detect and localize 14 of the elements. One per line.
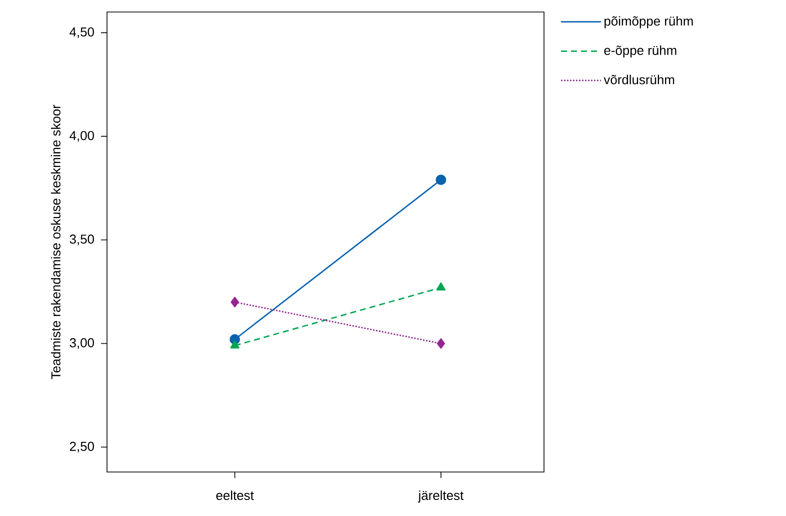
x-tick-label: eeltest [216, 490, 254, 500]
legend-label: võrdlusrühm [604, 74, 674, 84]
x-tick-label: järeltest [418, 490, 464, 503]
y-tick-label: 3,50 [70, 234, 94, 246]
point [230, 296, 239, 308]
y-tick-label: 4,50 [70, 27, 94, 38]
y-tick-label: 3,00 [70, 338, 94, 349]
y-tick-label: 4,00 [70, 130, 94, 142]
legend-label: põimõppe rühm [604, 16, 693, 28]
point [436, 338, 446, 349]
y-tick-label: 2,50 [70, 442, 94, 452]
legend-label: e-õppe rühm [604, 45, 676, 58]
point [436, 174, 446, 186]
y-axis-title: Teadmiste rakendamise oskuse keskmine skoor [50, 104, 60, 380]
